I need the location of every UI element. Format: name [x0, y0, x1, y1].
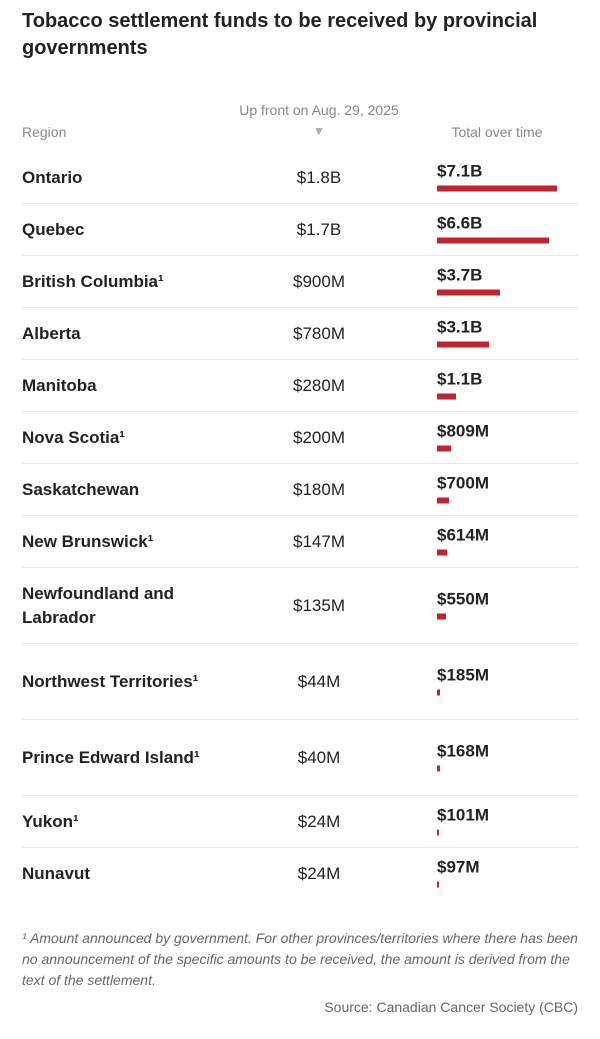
- upfront-value: $24M: [297, 811, 341, 831]
- total-cell: $3.7B: [437, 265, 500, 295]
- upfront-value: $280M: [293, 375, 345, 395]
- total-value: $101M: [437, 805, 489, 824]
- table-row: Alberta $780M $3.1B: [22, 308, 578, 360]
- upfront-value: $780M: [293, 323, 345, 343]
- total-cell: $6.6B: [437, 213, 549, 243]
- total-value: $700M: [437, 473, 489, 492]
- region-name: Saskatchewan: [22, 479, 140, 499]
- table-row: Nova Scotia¹ $200M $809M: [22, 412, 578, 464]
- table-row: Nunavut $24M $97M: [22, 848, 578, 899]
- total-cell: $700M: [437, 473, 489, 503]
- total-bar: [437, 289, 500, 295]
- total-cell: $550M: [437, 589, 489, 619]
- upfront-value: $900M: [293, 271, 345, 291]
- table-row: Quebec $1.7B $6.6B: [22, 204, 578, 256]
- total-bar: [437, 185, 557, 191]
- upfront-value: $44M: [297, 671, 341, 691]
- table-row: Ontario $1.8B $7.1B: [22, 152, 578, 204]
- upfront-value: $180M: [293, 479, 345, 499]
- total-value: $168M: [437, 741, 489, 760]
- upfront-value: $40M: [297, 747, 341, 767]
- total-bar: [437, 393, 456, 399]
- region-name: Manitoba: [22, 375, 97, 395]
- total-cell: $614M: [437, 525, 489, 555]
- total-value: $97M: [437, 857, 480, 876]
- total-bar: [437, 689, 441, 695]
- total-cell: $809M: [437, 421, 489, 451]
- total-value: $809M: [437, 421, 489, 440]
- region-name: New Brunswick¹: [22, 531, 154, 551]
- table-row: Newfoundland and Labrador $135M $550M: [22, 568, 578, 644]
- upfront-value: $200M: [293, 427, 345, 447]
- region-name: Ontario: [22, 167, 83, 187]
- table-row: New Brunswick¹ $147M $614M: [22, 516, 578, 568]
- total-bar: [437, 497, 449, 503]
- total-cell: $7.1B: [437, 161, 557, 191]
- region-name: Alberta: [22, 323, 81, 343]
- total-cell: $3.1B: [437, 317, 490, 347]
- region-name: Prince Edward Island¹: [22, 747, 200, 767]
- region-name: British Columbia¹: [22, 271, 164, 291]
- footnote: ¹ Amount announced by government. For ot…: [22, 930, 578, 988]
- total-value: $6.6B: [437, 213, 483, 232]
- source-note: Source: Canadian Cancer Society (CBC): [324, 999, 578, 1015]
- region-name: Nova Scotia¹: [22, 427, 125, 447]
- total-bar: [437, 341, 490, 347]
- column-header-region[interactable]: Region: [22, 124, 67, 140]
- upfront-value: $1.8B: [296, 167, 342, 187]
- total-bar: [437, 445, 451, 451]
- total-bar: [437, 829, 439, 835]
- region-name: Quebec: [22, 219, 85, 239]
- table-row: British Columbia¹ $900M $3.7B: [22, 256, 578, 308]
- total-bar: [437, 237, 549, 243]
- table-row: Saskatchewan $180M $700M: [22, 464, 578, 516]
- table-row: Prince Edward Island¹ $40M $168M: [22, 720, 578, 796]
- total-bar: [437, 765, 440, 771]
- total-value: $7.1B: [437, 161, 483, 180]
- upfront-header-label: Up front on Aug. 29, 2025: [239, 102, 399, 118]
- upfront-value: $24M: [297, 863, 341, 883]
- total-value: $1.1B: [437, 369, 483, 388]
- total-value: $3.7B: [437, 265, 483, 284]
- upfront-value: $135M: [293, 595, 345, 615]
- total-cell: $168M: [437, 741, 489, 771]
- upfront-value: $1.7B: [296, 219, 342, 239]
- table-row: Northwest Territories¹ $44M $185M: [22, 644, 578, 720]
- total-cell: $185M: [437, 665, 489, 695]
- region-name: Northwest Territories¹: [22, 671, 199, 691]
- total-value: $185M: [437, 665, 489, 684]
- total-bar: [437, 613, 447, 619]
- table-row: Manitoba $280M $1.1B: [22, 360, 578, 412]
- total-cell: $1.1B: [437, 369, 482, 399]
- total-value: $3.1B: [437, 317, 483, 336]
- total-cell: $101M: [437, 805, 489, 835]
- sort-descending-icon[interactable]: ▼: [313, 124, 325, 138]
- table-row: Yukon¹ $24M $101M: [22, 796, 578, 848]
- total-bar: [437, 881, 439, 887]
- total-cell: $97M: [437, 857, 480, 887]
- upfront-value: $147M: [293, 531, 345, 551]
- total-value: $614M: [437, 525, 489, 544]
- total-bar: [437, 549, 448, 555]
- table-body: Ontario $1.8B $7.1B Quebec $1.7B $6.6B B…: [22, 152, 578, 899]
- column-header-upfront[interactable]: Up front on Aug. 29, 2025 ▼: [234, 100, 404, 141]
- column-header-total[interactable]: Total over time: [451, 124, 543, 140]
- region-name: Nunavut: [22, 863, 90, 883]
- region-name: Newfoundland and Labrador: [22, 583, 175, 627]
- chart-title: Tobacco settlement funds to be received …: [22, 10, 538, 59]
- total-value: $550M: [437, 589, 489, 608]
- region-name: Yukon¹: [22, 811, 79, 831]
